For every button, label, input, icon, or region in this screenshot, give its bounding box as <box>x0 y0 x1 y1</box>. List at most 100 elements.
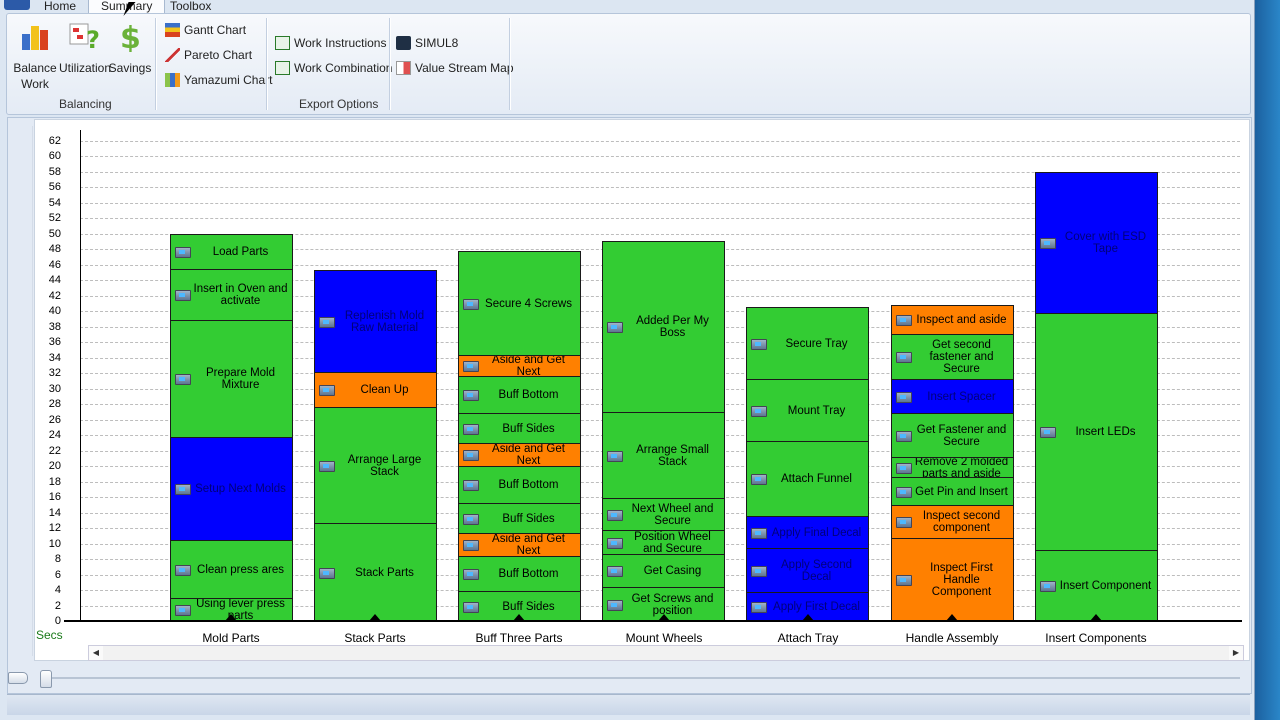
yamazumi-chart-button[interactable]: Yamazumi Chart <box>165 73 272 87</box>
bar-segment[interactable]: Insert Spacer <box>891 379 1014 414</box>
bar-segment[interactable]: Clean press ares <box>170 540 293 599</box>
bar-segment[interactable]: Get Screws and position <box>602 587 725 622</box>
bar-segment[interactable]: Buff Bottom <box>458 376 581 414</box>
pareto-chart-button[interactable]: Pareto Chart <box>165 48 252 62</box>
zoom-slider-thumb[interactable] <box>40 670 52 688</box>
video-camera-icon[interactable] <box>463 390 479 401</box>
video-camera-icon[interactable] <box>175 247 191 258</box>
video-camera-icon[interactable] <box>751 565 767 577</box>
video-camera-icon[interactable] <box>319 567 335 579</box>
bar-segment[interactable]: Arrange Small Stack <box>602 412 725 499</box>
video-camera-icon[interactable] <box>751 602 767 613</box>
video-camera-icon[interactable] <box>607 509 623 521</box>
video-camera-icon[interactable] <box>463 601 479 613</box>
video-camera-icon[interactable] <box>607 537 623 549</box>
video-camera-icon[interactable] <box>607 450 623 462</box>
bar-segment[interactable]: Stack Parts <box>314 523 437 622</box>
bar-segment[interactable]: Get Fastener and Secure <box>891 413 1014 458</box>
bar-segment[interactable]: Attach Funnel <box>746 441 869 517</box>
video-camera-icon[interactable] <box>463 569 479 580</box>
simul8-button[interactable]: SIMUL8 <box>396 36 458 50</box>
video-camera-icon[interactable] <box>1040 581 1056 592</box>
tab-toolbox[interactable]: Toolbox <box>170 0 212 13</box>
bar-segment[interactable]: Get Casing <box>602 554 725 588</box>
video-camera-icon[interactable] <box>896 486 912 498</box>
value-stream-map-button[interactable]: Value Stream Map <box>396 61 514 75</box>
video-camera-icon[interactable] <box>751 474 767 485</box>
bar-segment[interactable]: Inspect First Handle Component <box>891 538 1014 622</box>
tab-summary[interactable]: Summary <box>88 0 166 13</box>
bar-segment[interactable]: Added Per My Boss <box>602 241 725 413</box>
video-camera-icon[interactable] <box>319 460 335 472</box>
bar-segment[interactable]: Mount Tray <box>746 379 869 442</box>
video-camera-icon[interactable] <box>1040 238 1056 249</box>
work-combination-button[interactable]: Work Combination <box>275 61 392 75</box>
video-camera-icon[interactable] <box>463 480 479 491</box>
scroll-left-button[interactable]: ◀ <box>89 646 103 660</box>
video-camera-icon[interactable] <box>751 338 767 350</box>
bar-segment[interactable]: Insert Component <box>1035 550 1158 622</box>
zoom-slider-track[interactable] <box>40 677 1240 679</box>
video-camera-icon[interactable] <box>607 566 623 577</box>
bar-segment[interactable]: Get Pin and Insert <box>891 477 1014 506</box>
video-camera-icon[interactable] <box>896 517 912 528</box>
video-camera-icon[interactable] <box>463 423 479 435</box>
video-camera-icon[interactable] <box>751 405 767 417</box>
bar-segment[interactable]: Apply Final Decal <box>746 516 869 549</box>
video-camera-icon[interactable] <box>607 599 623 611</box>
bar-segment[interactable]: Insert LEDs <box>1035 313 1158 551</box>
bar-segment[interactable]: Next Wheel and Secure <box>602 498 725 531</box>
video-camera-icon[interactable] <box>896 352 912 363</box>
bar-segment[interactable]: Prepare Mold Mixture <box>170 320 293 438</box>
video-camera-icon[interactable] <box>896 462 912 474</box>
balance-work-button[interactable]: Balance Work <box>11 20 59 92</box>
bar-segment[interactable]: Secure Tray <box>746 307 869 380</box>
bar-segment[interactable]: Inspect second component <box>891 505 1014 539</box>
bar-segment[interactable]: Insert in Oven and activate <box>170 269 293 321</box>
bar-segment[interactable]: Buff Sides <box>458 413 581 444</box>
video-camera-icon[interactable] <box>1040 427 1056 438</box>
video-camera-icon[interactable] <box>896 575 912 586</box>
video-camera-icon[interactable] <box>175 605 191 616</box>
video-camera-icon[interactable] <box>896 430 912 442</box>
bar-segment[interactable]: Aside and Get Next <box>458 533 581 557</box>
video-camera-icon[interactable] <box>175 290 191 301</box>
video-camera-icon[interactable] <box>751 527 767 539</box>
bar-segment[interactable]: Arrange Large Stack <box>314 407 437 524</box>
bar-segment[interactable]: Remove 2 molded parts and aside <box>891 457 1014 478</box>
video-camera-icon[interactable] <box>319 385 335 396</box>
video-camera-icon[interactable] <box>463 513 479 525</box>
bar-segment[interactable]: Apply Second Decal <box>746 548 869 593</box>
application-menu-button[interactable] <box>4 0 30 10</box>
bar-segment[interactable]: Position Wheel and Secure <box>602 530 725 555</box>
bar-segment[interactable]: Secure 4 Screws <box>458 251 581 356</box>
bar-segment[interactable]: Buff Sides <box>458 503 581 534</box>
bar-segment[interactable]: Setup Next Molds <box>170 437 293 541</box>
scroll-right-button[interactable]: ▶ <box>1229 646 1243 660</box>
gantt-chart-button[interactable]: Gantt Chart <box>165 23 246 37</box>
work-instructions-button[interactable]: Work Instructions <box>275 36 386 50</box>
savings-button[interactable]: $ Savings <box>107 20 153 76</box>
bar-segment[interactable]: Cover with ESD Tape <box>1035 172 1158 314</box>
bar-segment[interactable]: Clean Up <box>314 372 437 408</box>
bar-segment[interactable]: Aside and Get Next <box>458 443 581 467</box>
video-camera-icon[interactable] <box>463 450 479 461</box>
zoom-handle[interactable] <box>8 672 28 684</box>
video-camera-icon[interactable] <box>175 564 191 576</box>
video-camera-icon[interactable] <box>175 484 191 495</box>
video-camera-icon[interactable] <box>463 361 479 372</box>
video-camera-icon[interactable] <box>175 374 191 385</box>
utilization-button[interactable]: ? Utilization <box>59 20 111 76</box>
video-camera-icon[interactable] <box>319 316 335 328</box>
bar-segment[interactable]: Buff Bottom <box>458 556 581 592</box>
bar-segment[interactable]: Replenish Mold Raw Material <box>314 270 437 373</box>
video-camera-icon[interactable] <box>896 391 912 403</box>
video-camera-icon[interactable] <box>463 298 479 310</box>
bar-segment[interactable]: Load Parts <box>170 234 293 270</box>
video-camera-icon[interactable] <box>607 322 623 333</box>
video-camera-icon[interactable] <box>463 540 479 551</box>
bar-segment[interactable]: Inspect and aside <box>891 305 1014 335</box>
bar-segment[interactable]: Buff Bottom <box>458 466 581 504</box>
horizontal-scrollbar[interactable]: ◀ ▶ <box>88 645 1244 661</box>
video-camera-icon[interactable] <box>896 315 912 326</box>
